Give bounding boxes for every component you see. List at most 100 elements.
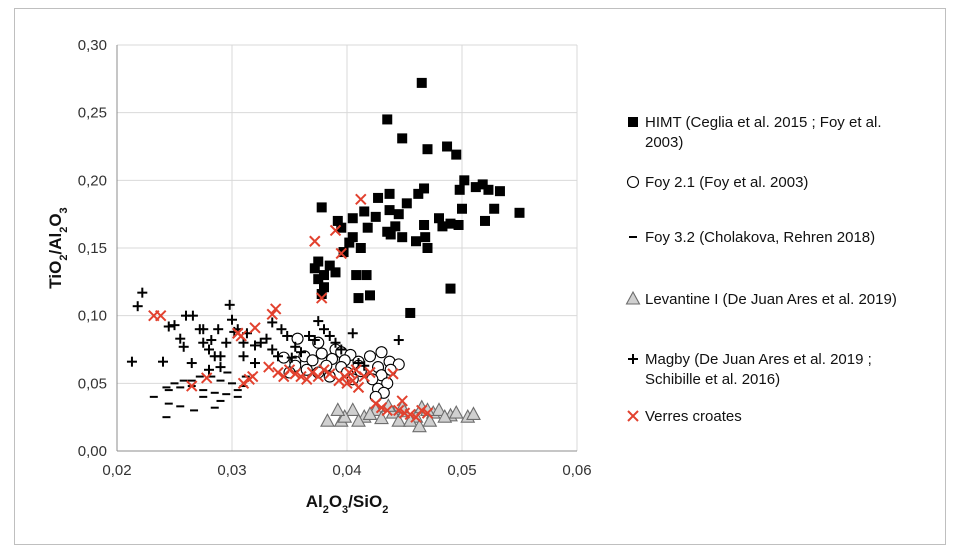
magby-point xyxy=(198,337,209,348)
himt-point xyxy=(347,232,358,243)
legend-item: Magby (De Juan Ares et al. 2019 ; Schibil… xyxy=(628,351,872,388)
himt-point xyxy=(324,260,335,271)
x-stroke-b xyxy=(249,322,261,334)
verres-croates-point xyxy=(315,292,328,304)
x-stroke-b xyxy=(375,401,388,414)
legend-item: Foy 3.2 (Cholakova, Rehren 2018) xyxy=(629,229,875,246)
himt-point xyxy=(393,209,404,220)
himt-point xyxy=(384,205,395,216)
x-stroke-b xyxy=(370,397,382,410)
himt-point xyxy=(445,218,456,229)
himt-point xyxy=(382,114,393,125)
verres-croates-point xyxy=(235,330,247,342)
himt-point xyxy=(494,186,505,197)
magby-point xyxy=(213,324,224,335)
x-stroke-b xyxy=(324,368,336,380)
levantine-point xyxy=(337,409,353,423)
legend-marker xyxy=(625,290,641,305)
verres-croates-point xyxy=(421,407,434,419)
verres-croates-point xyxy=(381,404,393,417)
himt-point xyxy=(359,206,370,217)
himt-point xyxy=(319,282,329,293)
x-axis-title: Al2O3/SiO2 xyxy=(306,492,389,516)
verres-croates-point xyxy=(246,370,259,383)
himt-point xyxy=(437,221,448,232)
x-stroke-b xyxy=(398,407,411,419)
legend-item: Foy 2.1 (Foy et al. 2003) xyxy=(626,174,808,191)
x-stroke-b xyxy=(237,377,250,390)
verres-croates-point xyxy=(237,377,250,390)
himt-point xyxy=(445,283,456,294)
magby-point xyxy=(250,340,260,351)
x-stroke-b xyxy=(416,404,428,417)
himt-point xyxy=(353,293,364,304)
levantine-point xyxy=(351,413,366,427)
himt-point xyxy=(351,270,362,281)
x-stroke-b xyxy=(306,366,319,379)
x-stroke-b xyxy=(235,330,247,342)
chart-frame: 0,00 0,05 0,10 0,15 0,20 0,25 0,30 0,02 0,03 0,04… xyxy=(14,8,946,545)
levantine-point xyxy=(466,406,481,421)
y-tick-label: 0,25 xyxy=(78,105,107,122)
himt-point-group xyxy=(309,77,525,318)
magby-point xyxy=(286,352,297,363)
y-tick-label: 0,30 xyxy=(78,37,107,54)
himt-point xyxy=(459,175,470,186)
magby-point xyxy=(126,356,137,367)
himt-point xyxy=(483,184,494,195)
himt-point xyxy=(313,274,324,285)
legend-marker xyxy=(627,410,639,422)
magby-point xyxy=(347,328,358,339)
levantine-point xyxy=(345,402,361,416)
tick-labels: 0,00 0,05 0,10 0,15 0,20 0,25 0,30 0,02 0,03 0,04… xyxy=(78,37,592,479)
himt-point xyxy=(405,307,416,318)
x-stroke-b xyxy=(333,374,345,387)
x-stroke-b xyxy=(352,381,365,394)
himt-point xyxy=(344,237,355,248)
magby-point xyxy=(273,351,283,362)
magby-point xyxy=(221,337,232,348)
x-tick-label: 0,05 xyxy=(447,462,476,479)
x-tick-label: 0,02 xyxy=(102,462,131,479)
magby-point xyxy=(178,341,189,352)
x-stroke-b xyxy=(289,368,301,380)
verres-croates-point xyxy=(396,395,408,407)
himt-point xyxy=(453,219,464,230)
foy21-point xyxy=(363,350,377,363)
magby-point xyxy=(215,351,226,362)
himt-point xyxy=(330,267,341,278)
levantine-point xyxy=(448,404,464,419)
magby-point xyxy=(227,314,237,325)
magby-point xyxy=(261,333,272,344)
magby-point xyxy=(304,330,315,341)
himt-point xyxy=(390,221,401,232)
verres-croates-point xyxy=(283,364,296,376)
magby-point xyxy=(204,364,214,375)
himt-point xyxy=(316,289,327,300)
himt-point xyxy=(309,263,320,274)
x-stroke-b xyxy=(315,292,328,304)
x-stroke-b xyxy=(283,364,296,376)
legend-item: Verres croates xyxy=(627,408,742,425)
verres-croates-point xyxy=(289,368,301,380)
magby-point xyxy=(132,301,143,312)
verres-croates-point xyxy=(272,366,284,379)
verres-croates-point xyxy=(295,370,307,383)
x-stroke-b xyxy=(393,404,405,417)
himt-point xyxy=(514,207,525,218)
levantine-point xyxy=(422,413,438,427)
levantine-point xyxy=(374,410,389,425)
x-stroke-b xyxy=(347,374,359,387)
x-stroke-b xyxy=(381,404,393,417)
himt-point xyxy=(419,183,430,194)
x-stroke-b xyxy=(318,364,330,376)
magby-point xyxy=(137,287,148,298)
x-stroke-b xyxy=(627,410,639,422)
verres-croates-point xyxy=(341,377,353,390)
himt-point xyxy=(319,270,329,281)
levantine-point xyxy=(391,413,407,427)
magby-point xyxy=(313,316,324,327)
x-stroke-b xyxy=(396,395,408,407)
legend-label: Foy 3.2 (Cholakova, Rehren 2018) xyxy=(645,229,875,246)
verres-croates-point-group xyxy=(148,193,434,423)
